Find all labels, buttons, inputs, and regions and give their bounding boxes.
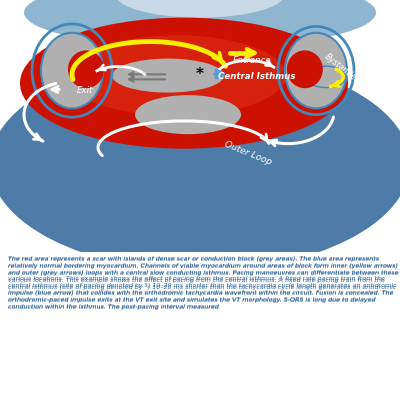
Text: Bystander: Bystander bbox=[323, 52, 361, 84]
Text: Central Isthmus: Central Isthmus bbox=[218, 72, 296, 81]
Ellipse shape bbox=[306, 66, 346, 88]
Text: The red area represents a scar with islands of dense scar or conduction block (g: The red area represents a scar with isla… bbox=[8, 258, 399, 310]
Ellipse shape bbox=[41, 33, 103, 108]
Text: Exit: Exit bbox=[77, 86, 93, 95]
Ellipse shape bbox=[24, 0, 376, 48]
Text: Outer Loop: Outer Loop bbox=[223, 140, 273, 167]
Text: Entrance: Entrance bbox=[233, 56, 271, 65]
Ellipse shape bbox=[68, 50, 104, 88]
Ellipse shape bbox=[285, 33, 347, 108]
Ellipse shape bbox=[112, 58, 224, 93]
Ellipse shape bbox=[0, 57, 400, 271]
Ellipse shape bbox=[116, 0, 284, 18]
Ellipse shape bbox=[135, 95, 241, 134]
Ellipse shape bbox=[20, 18, 348, 149]
Ellipse shape bbox=[66, 35, 286, 116]
Text: *: * bbox=[196, 66, 204, 82]
Text: The red area represents a scar with islands of dense scar or conduction block (g: The red area represents a scar with isla… bbox=[8, 256, 399, 309]
Ellipse shape bbox=[287, 50, 323, 88]
